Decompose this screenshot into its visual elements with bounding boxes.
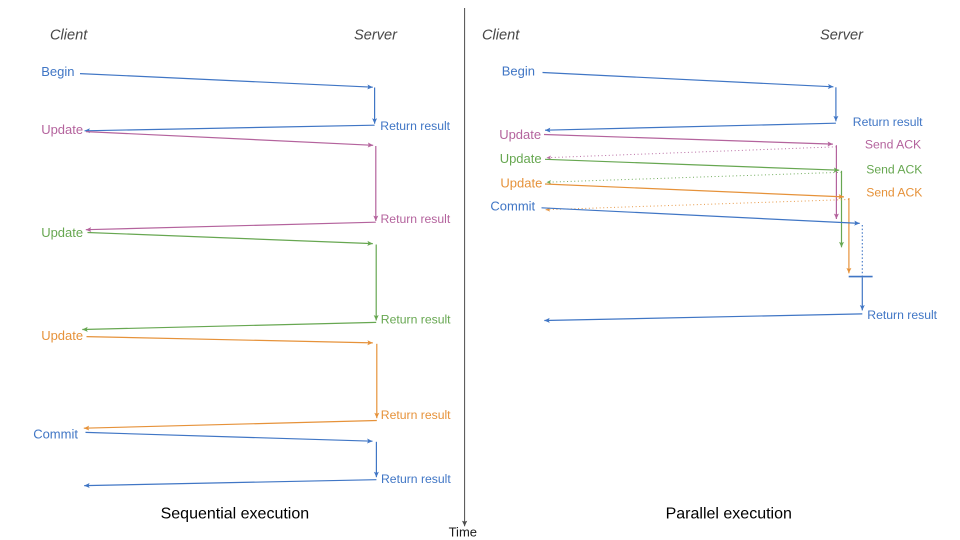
svg-text:Update: Update [500,151,542,166]
svg-text:Commit: Commit [490,199,535,214]
svg-text:Server: Server [354,27,398,43]
svg-text:Time: Time [449,524,477,539]
svg-text:Update: Update [500,175,542,190]
svg-text:Update: Update [41,225,83,240]
svg-text:Return result: Return result [381,472,451,486]
svg-text:Send ACK: Send ACK [866,185,922,199]
svg-text:Begin: Begin [41,64,74,79]
svg-text:Return result: Return result [380,119,450,133]
svg-text:Commit: Commit [33,427,78,442]
svg-text:Client: Client [50,27,88,43]
svg-text:Send ACK: Send ACK [866,163,922,177]
svg-text:Client: Client [482,27,520,43]
svg-text:Send ACK: Send ACK [865,138,921,152]
svg-text:Parallel execution: Parallel execution [666,506,792,523]
svg-text:Server: Server [820,27,864,43]
svg-text:Return result: Return result [853,115,923,129]
svg-text:Update: Update [41,122,83,137]
svg-text:Update: Update [499,127,541,142]
svg-text:Update: Update [41,328,83,343]
svg-text:Sequential execution: Sequential execution [161,506,310,523]
svg-text:Return result: Return result [381,313,451,327]
svg-text:Begin: Begin [502,64,535,79]
svg-text:Return result: Return result [381,408,451,422]
svg-text:Return result: Return result [381,212,451,226]
svg-text:Return result: Return result [867,308,937,322]
